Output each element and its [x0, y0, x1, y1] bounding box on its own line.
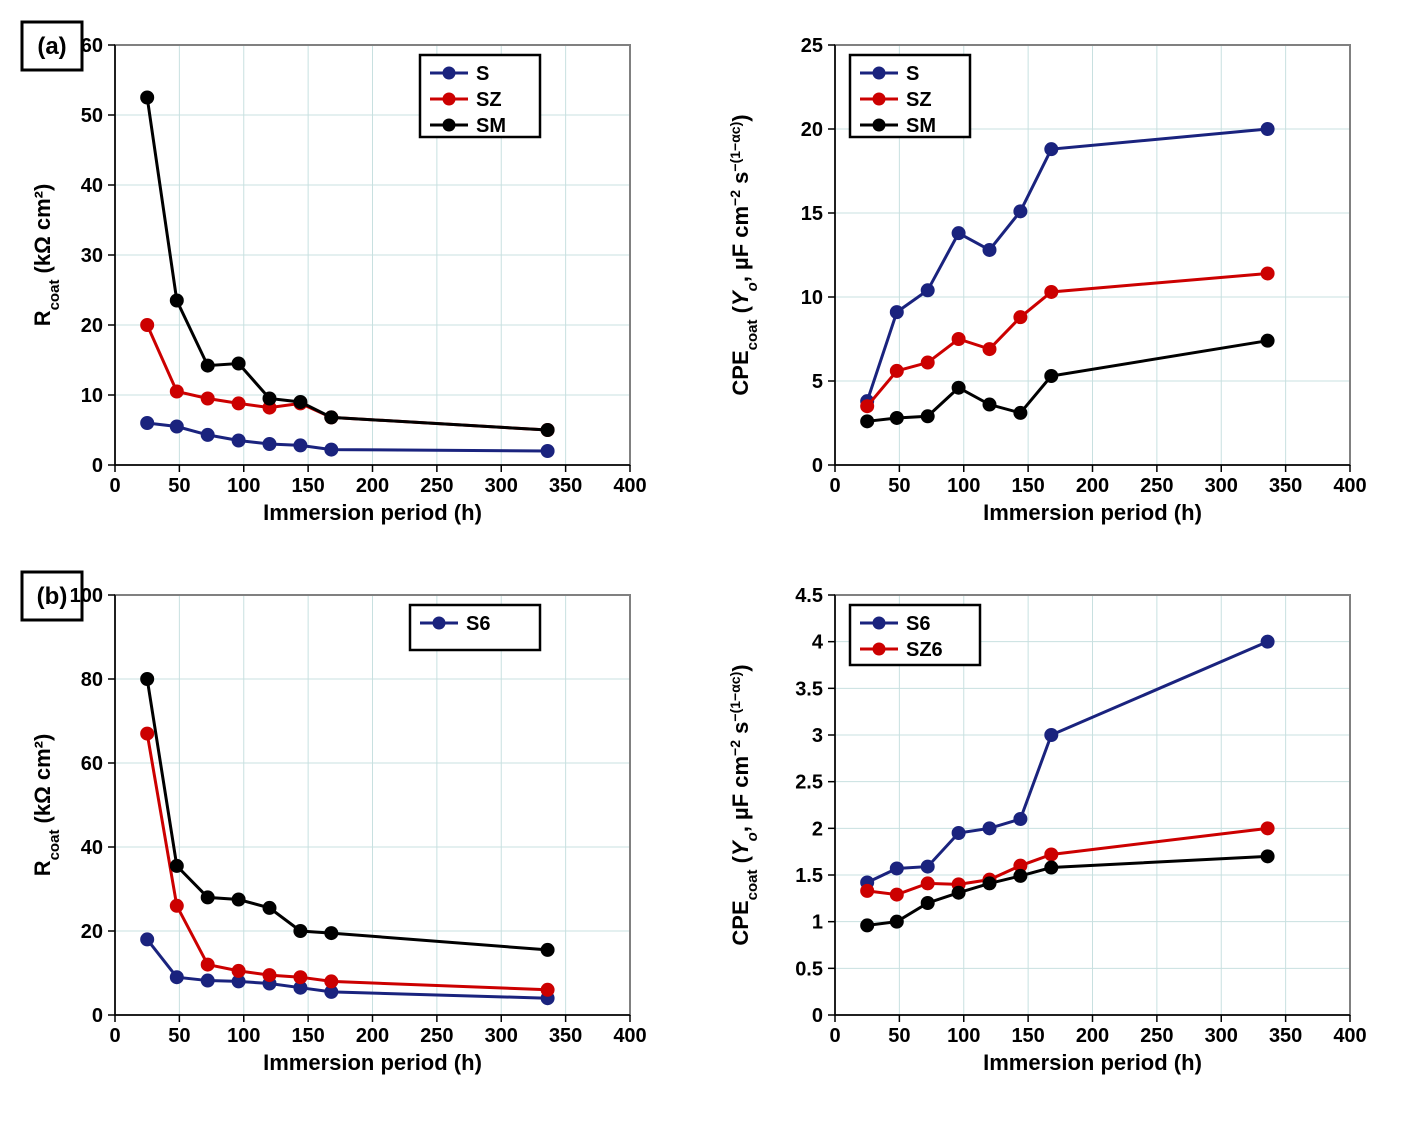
svg-text:100: 100 [947, 1025, 980, 1047]
svg-text:150: 150 [1011, 475, 1044, 497]
svg-text:30: 30 [81, 245, 103, 267]
svg-text:250: 250 [420, 1025, 453, 1047]
svg-text:Immersion period (h): Immersion period (h) [983, 1050, 1202, 1075]
svg-text:0: 0 [92, 455, 103, 477]
svg-text:300: 300 [1205, 475, 1238, 497]
row-a: (a) 050100150200250300350400010203040506… [20, 20, 1400, 540]
svg-text:0: 0 [109, 1025, 120, 1047]
svg-text:350: 350 [1269, 1025, 1302, 1047]
svg-text:3.5: 3.5 [795, 678, 823, 700]
svg-text:200: 200 [356, 1025, 389, 1047]
svg-text:SZ: SZ [476, 89, 502, 111]
svg-text:15: 15 [801, 203, 823, 225]
svg-text:150: 150 [291, 475, 324, 497]
svg-text:SZ: SZ [906, 89, 932, 111]
svg-text:3: 3 [812, 725, 823, 747]
svg-text:0.5: 0.5 [795, 958, 823, 980]
svg-text:SM: SM [906, 115, 936, 137]
svg-text:S6: S6 [466, 613, 490, 635]
svg-text:Rcoat (kΩ cm²): Rcoat (kΩ cm²) [30, 184, 63, 327]
svg-text:200: 200 [1076, 1025, 1109, 1047]
svg-text:2.5: 2.5 [795, 772, 823, 794]
svg-text:Immersion period (h): Immersion period (h) [263, 1050, 482, 1075]
svg-text:350: 350 [549, 1025, 582, 1047]
svg-text:20: 20 [81, 921, 103, 943]
svg-text:100: 100 [227, 475, 260, 497]
svg-text:0: 0 [109, 475, 120, 497]
svg-text:20: 20 [81, 315, 103, 337]
svg-text:100: 100 [227, 1025, 260, 1047]
svg-text:40: 40 [81, 175, 103, 197]
svg-text:50: 50 [888, 475, 910, 497]
svg-text:0: 0 [812, 455, 823, 477]
svg-text:1: 1 [812, 912, 823, 934]
svg-text:40: 40 [81, 837, 103, 859]
svg-text:S6: S6 [906, 613, 930, 635]
svg-text:CPEcoat (Yo, µF cm−2 s−(1−αc)): CPEcoat (Yo, µF cm−2 s−(1−αc)) [727, 114, 761, 395]
svg-text:50: 50 [81, 105, 103, 127]
svg-text:25: 25 [801, 35, 823, 57]
svg-text:350: 350 [549, 475, 582, 497]
figure: (a) 050100150200250300350400010203040506… [20, 20, 1400, 1090]
svg-text:60: 60 [81, 35, 103, 57]
svg-text:10: 10 [801, 287, 823, 309]
svg-text:4: 4 [812, 632, 824, 654]
svg-text:100: 100 [947, 475, 980, 497]
svg-text:300: 300 [1205, 1025, 1238, 1047]
svg-text:250: 250 [1140, 475, 1173, 497]
svg-text:400: 400 [613, 475, 646, 497]
svg-text:SM: SM [476, 115, 506, 137]
svg-text:300: 300 [485, 475, 518, 497]
svg-text:20: 20 [801, 119, 823, 141]
svg-text:300: 300 [485, 1025, 518, 1047]
svg-text:250: 250 [420, 475, 453, 497]
svg-text:50: 50 [168, 475, 190, 497]
svg-text:1.5: 1.5 [795, 865, 823, 887]
svg-text:50: 50 [888, 1025, 910, 1047]
svg-text:150: 150 [1011, 1025, 1044, 1047]
svg-text:400: 400 [613, 1025, 646, 1047]
svg-text:SZ6: SZ6 [906, 639, 943, 661]
svg-text:Rcoat (kΩ cm²): Rcoat (kΩ cm²) [30, 734, 63, 877]
chart-b-left: 050100150200250300350400020406080100Imme… [20, 570, 660, 1090]
row-b: (b) 050100150200250300350400020406080100… [20, 570, 1400, 1090]
svg-text:S: S [906, 63, 919, 85]
svg-text:200: 200 [356, 475, 389, 497]
svg-text:CPEcoat (Yo, µF cm−2 s−(1−αc)): CPEcoat (Yo, µF cm−2 s−(1−αc)) [727, 664, 761, 945]
svg-text:400: 400 [1333, 1025, 1366, 1047]
svg-text:S: S [476, 63, 489, 85]
svg-text:10: 10 [81, 385, 103, 407]
svg-text:0: 0 [829, 1025, 840, 1047]
svg-text:5: 5 [812, 371, 823, 393]
svg-text:4.5: 4.5 [795, 585, 823, 607]
svg-text:80: 80 [81, 669, 103, 691]
chart-a-left: 0 50 100 150 200 250 300 350 400 0 10 20 30 40 50 60 Imm… [20, 20, 660, 540]
svg-text:200: 200 [1076, 475, 1109, 497]
svg-text:2: 2 [812, 818, 823, 840]
svg-text:Immersion period (h): Immersion period (h) [983, 500, 1202, 525]
svg-text:50: 50 [168, 1025, 190, 1047]
chart-a-right: 0 50 100 150 200 250 300 350 400 0 5 10 15 20 25 Immers… [720, 20, 1380, 540]
svg-text:Immersion period (h): Immersion period (h) [263, 500, 482, 525]
svg-text:250: 250 [1140, 1025, 1173, 1047]
svg-text:0: 0 [829, 475, 840, 497]
svg-text:400: 400 [1333, 475, 1366, 497]
svg-text:60: 60 [81, 753, 103, 775]
svg-text:100: 100 [70, 585, 103, 607]
svg-text:350: 350 [1269, 475, 1302, 497]
chart-b-right: 0 50 100 150 200 250 300 350 400 0 0.5 1 1.5 2 2.5 3 3.5… [720, 570, 1380, 1090]
svg-text:150: 150 [291, 1025, 324, 1047]
svg-text:0: 0 [92, 1005, 103, 1027]
svg-text:0: 0 [812, 1005, 823, 1027]
